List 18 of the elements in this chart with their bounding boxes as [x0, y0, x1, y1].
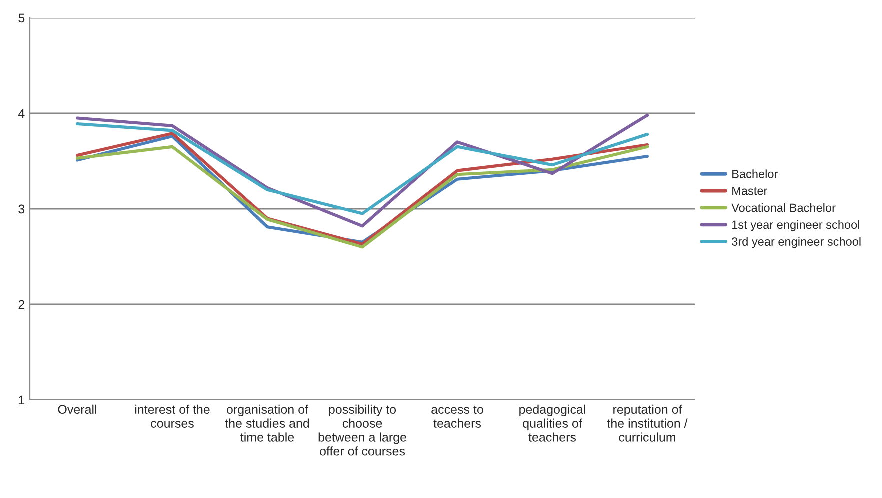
legend-label: 3rd year engineer school: [732, 237, 861, 248]
x-tick-label: interest of the courses: [135, 404, 210, 428]
x-tick-label: access to teachers: [432, 406, 484, 428]
x-tick-label: possibility to choose between a large offer of courses: [318, 404, 406, 456]
y-tick-label: 3: [18, 204, 25, 214]
x-tick-label: pedagogical qualities of teachers: [520, 404, 586, 442]
y-tick-label: 4: [18, 109, 25, 118]
x-tick-label: organisation of the studies and time table: [225, 404, 310, 442]
x-tick-label: Overall: [58, 404, 96, 414]
y-tick-label: 2: [18, 300, 25, 310]
line-series: [76, 122, 650, 216]
y-tick-label: 1: [19, 396, 25, 405]
legend-label: 1st year engineer school: [732, 220, 860, 232]
legend-label: Master: [732, 187, 768, 196]
legend-label: Vocational Bachelor: [732, 203, 836, 212]
y-tick-label: 5: [18, 14, 25, 23]
legend-label: Bachelor: [732, 170, 778, 178]
x-tick-label: reputation of the institution / curriculum: [607, 404, 688, 442]
